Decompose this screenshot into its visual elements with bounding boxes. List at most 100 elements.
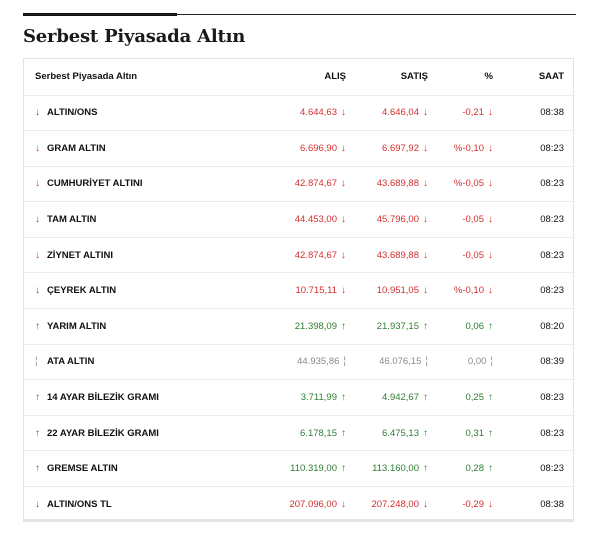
arrow-down-icon: ↓ bbox=[341, 214, 346, 226]
table-row[interactable]: ↓ CUMHURİYET ALTINI 42.874,67 ↓ 43.689,88 ↓ %-… bbox=[24, 166, 575, 203]
arrow-down-icon: ↓ bbox=[423, 142, 428, 154]
asset-name[interactable]: ALTIN/ONS TL bbox=[47, 499, 112, 511]
percent-change-value: %-0,10 bbox=[453, 142, 484, 154]
asset-name[interactable]: CUMHURİYET ALTINI bbox=[47, 178, 143, 190]
percent-change-value: 0,31 bbox=[465, 427, 485, 439]
alis-cell: 6.696,90 ↓ bbox=[214, 130, 356, 167]
arrow-up-icon: ↑ bbox=[423, 463, 428, 475]
arrow-up-icon: ↑ bbox=[488, 427, 493, 439]
alis-cell: 3.711,99 ↑ bbox=[214, 379, 356, 416]
asset-name[interactable]: 22 AYAR BİLEZİK GRAMI bbox=[47, 427, 159, 439]
satis-cell: 43.689,88 ↓ bbox=[356, 237, 438, 274]
asset-name[interactable]: ATA ALTIN bbox=[47, 356, 95, 368]
arrow-down-icon: ↓ bbox=[488, 249, 493, 261]
percent-change-cell: -0,29 ↓ bbox=[438, 487, 503, 523]
arrow-down-icon: ↓ bbox=[35, 249, 40, 261]
table-row[interactable]: ↑ GREMSE ALTIN 110.319,00 ↑ 113.160,00 ↑ 0,28 ↑… bbox=[24, 450, 575, 488]
update-time: 08:23 bbox=[540, 427, 564, 439]
arrow-up-icon: ↑ bbox=[341, 427, 346, 439]
percent-change-cell: 0,28 ↑ bbox=[438, 450, 503, 488]
header-percent[interactable]: % bbox=[438, 59, 503, 96]
table-row[interactable]: ↓ TAM ALTIN 44.453,00 ↓ 45.796,00 ↓ -0,05 ↓ 08:2… bbox=[24, 201, 575, 238]
table-row[interactable]: ↑ 14 AYAR BİLEZİK GRAMI 3.711,99 ↑ 4.942,67 ↑… bbox=[24, 379, 575, 416]
percent-change-cell: -0,21 ↓ bbox=[438, 95, 503, 132]
arrow-down-icon: ↓ bbox=[35, 285, 40, 297]
table-row[interactable]: ↓ ALTIN/ONS TL 207.096,00 ↓ 207.248,00 ↓ -0,29… bbox=[24, 487, 575, 523]
percent-change-cell: 0,06 ↑ bbox=[438, 308, 503, 345]
time-cell: 08:38 bbox=[503, 95, 575, 132]
satis-value: 21.937,15 bbox=[376, 320, 419, 332]
asset-name-cell: ↑ YARIM ALTIN bbox=[24, 308, 214, 345]
satis-cell: 4.646,04 ↓ bbox=[356, 95, 438, 132]
time-cell: 08:23 bbox=[503, 130, 575, 167]
time-cell: 08:20 bbox=[503, 308, 575, 345]
percent-change-value: 0,00 bbox=[467, 356, 487, 368]
table-row[interactable]: ↓ ZİYNET ALTINI 42.874,67 ↓ 43.689,88 ↓ -0,05 ↓… bbox=[24, 237, 575, 274]
gold-price-table: Serbest Piyasada Altın ALIŞ SATIŞ % SAAT… bbox=[24, 59, 575, 522]
arrow-down-icon: ↓ bbox=[488, 107, 493, 119]
satis-cell: 43.689,88 ↓ bbox=[356, 166, 438, 203]
asset-name[interactable]: ÇEYREK ALTIN bbox=[47, 285, 117, 297]
arrow-up-icon: ↑ bbox=[341, 320, 346, 332]
update-time: 08:23 bbox=[540, 214, 564, 226]
satis-value: 207.248,00 bbox=[371, 499, 419, 511]
satis-cell: 6.697,92 ↓ bbox=[356, 130, 438, 167]
asset-name[interactable]: ZİYNET ALTINI bbox=[47, 249, 113, 261]
asset-name-cell: ↓ GRAM ALTIN bbox=[24, 130, 214, 167]
alis-cell: 110.319,00 ↑ bbox=[214, 450, 356, 488]
table-row[interactable]: ¦ ATA ALTIN 44.935,86 ¦ 46.076,15 ¦ 0,00 ¦ 08:39 bbox=[24, 344, 575, 381]
satis-cell: 4.942,67 ↑ bbox=[356, 379, 438, 416]
satis-cell: 46.076,15 ¦ bbox=[356, 344, 438, 381]
arrow-down-icon: ↓ bbox=[35, 499, 40, 511]
percent-change-value: -0,29 bbox=[462, 499, 484, 511]
time-cell: 08:38 bbox=[503, 487, 575, 523]
satis-value: 4.646,04 bbox=[382, 107, 419, 119]
alis-value: 42.874,67 bbox=[294, 178, 337, 190]
alis-value: 21.398,09 bbox=[294, 320, 337, 332]
asset-name[interactable]: GREMSE ALTIN bbox=[47, 463, 118, 475]
satis-value: 113.160,00 bbox=[372, 463, 419, 475]
header-saat[interactable]: SAAT bbox=[503, 59, 575, 96]
asset-name[interactable]: YARIM ALTIN bbox=[47, 320, 107, 332]
update-time: 08:23 bbox=[540, 142, 564, 154]
arrow-down-icon: ↓ bbox=[423, 499, 428, 511]
percent-change-value: %-0,10 bbox=[453, 285, 484, 297]
table-row[interactable]: ↓ ÇEYREK ALTIN 10.715,11 ↓ 10.951,05 ↓ %-0,10 ↓… bbox=[24, 272, 575, 310]
alis-value: 110.319,00 bbox=[290, 463, 337, 475]
header-name[interactable]: Serbest Piyasada Altın bbox=[24, 59, 214, 96]
satis-value: 10.951,05 bbox=[376, 285, 419, 297]
table-row[interactable]: ↑ YARIM ALTIN 21.398,09 ↑ 21.937,15 ↑ 0,06 ↑ 08:… bbox=[24, 308, 575, 345]
alis-cell: 10.715,11 ↓ bbox=[214, 272, 356, 310]
arrow-down-icon: ↓ bbox=[488, 499, 493, 511]
arrow-up-icon: ↑ bbox=[488, 392, 493, 404]
title-divider bbox=[23, 14, 576, 15]
arrow-up-icon: ↑ bbox=[423, 427, 428, 439]
asset-name-cell: ↑ GREMSE ALTIN bbox=[24, 450, 214, 488]
table-row[interactable]: ↓ ALTIN/ONS 4.644,63 ↓ 4.646,04 ↓ -0,21 ↓ 08:38 bbox=[24, 95, 575, 132]
percent-change-cell: %-0,10 ↓ bbox=[438, 130, 503, 167]
arrow-up-icon: ↑ bbox=[423, 392, 428, 404]
table-row[interactable]: ↑ 22 AYAR BİLEZİK GRAMI 6.178,15 ↑ 6.475,13 ↑… bbox=[24, 415, 575, 452]
arrow-up-icon: ↑ bbox=[423, 320, 428, 332]
asset-name[interactable]: GRAM ALTIN bbox=[47, 142, 106, 154]
percent-change-cell: %-0,10 ↓ bbox=[438, 272, 503, 310]
asset-name-cell: ↓ ÇEYREK ALTIN bbox=[24, 272, 214, 310]
header-alis[interactable]: ALIŞ bbox=[214, 59, 356, 96]
header-satis[interactable]: SATIŞ bbox=[356, 59, 438, 96]
arrow-down-icon: ↓ bbox=[35, 214, 40, 226]
page-title: Serbest Piyasada Altın bbox=[23, 26, 246, 47]
asset-name[interactable]: TAM ALTIN bbox=[47, 214, 97, 226]
percent-change-value: -0,05 bbox=[462, 249, 484, 261]
arrow-down-icon: ↓ bbox=[341, 107, 346, 119]
neutral-dash-icon: ¦ bbox=[35, 356, 38, 368]
asset-name[interactable]: 14 AYAR BİLEZİK GRAMI bbox=[47, 392, 159, 404]
arrow-down-icon: ↓ bbox=[341, 142, 346, 154]
asset-name[interactable]: ALTIN/ONS bbox=[47, 107, 98, 119]
alis-value: 4.644,63 bbox=[300, 107, 337, 119]
alis-cell: 42.874,67 ↓ bbox=[214, 237, 356, 274]
update-time: 08:38 bbox=[540, 107, 564, 119]
arrow-up-icon: ↑ bbox=[35, 320, 40, 332]
arrow-up-icon: ↑ bbox=[35, 392, 40, 404]
arrow-down-icon: ↓ bbox=[488, 214, 493, 226]
table-row[interactable]: ↓ GRAM ALTIN 6.696,90 ↓ 6.697,92 ↓ %-0,10 ↓ 08:2… bbox=[24, 130, 575, 167]
